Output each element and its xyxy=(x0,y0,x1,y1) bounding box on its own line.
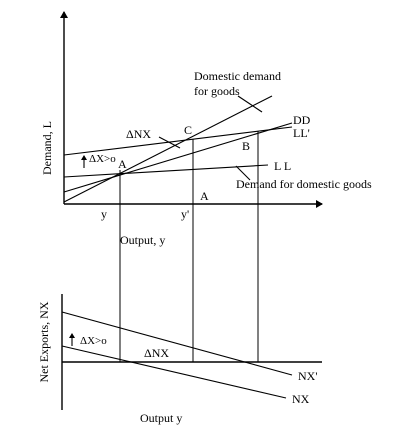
curve-label-nx: NX xyxy=(292,392,310,406)
point-label-b: B xyxy=(242,139,250,153)
top-x-axis-label: Output, y xyxy=(120,233,165,247)
top-panel: Demand, L Output, y y y' A C B A DD LL' … xyxy=(40,11,372,247)
ll-prime-curve xyxy=(63,126,293,156)
curve-label-dd: DD xyxy=(293,113,311,127)
annotation-demand-domestic-goods: Demand for domestic goods xyxy=(236,177,372,191)
nx-prime-curve xyxy=(61,311,293,376)
nx-curve xyxy=(61,345,287,399)
dd-curve xyxy=(63,122,293,193)
curve-label-ll: L L xyxy=(274,159,291,173)
ll-curve xyxy=(63,164,269,178)
annotation-delta-x-top: ΔX>o xyxy=(89,153,116,165)
annotation-domestic-demand-2: for goods xyxy=(194,84,240,98)
point-label-a-lower: A xyxy=(200,189,209,203)
bottom-y-axis-label: Net Exports, NX xyxy=(37,301,51,382)
point-label-a-upper: A xyxy=(118,157,127,171)
tick-label-y-prime: y' xyxy=(181,207,189,221)
demand-domestic-goods-pointer xyxy=(235,165,251,181)
tick-label-y: y xyxy=(101,207,107,221)
annotation-domestic-demand-1: Domestic demand xyxy=(194,69,281,83)
curve-label-ll-prime: LL' xyxy=(293,126,310,140)
annotation-delta-nx-bottom: ΔNX xyxy=(144,346,169,360)
curve-label-nx-prime: NX' xyxy=(298,369,318,383)
top-y-axis-label: Demand, L xyxy=(40,121,54,175)
bottom-x-axis-label: Output y xyxy=(140,411,182,425)
point-label-c: C xyxy=(184,123,192,137)
domestic-demand-pointer xyxy=(237,95,263,113)
annotation-delta-x-bottom: ΔX>o xyxy=(80,335,107,347)
bottom-panel: Net Exports, NX Output y NX' NX ΔX>o ΔNX xyxy=(37,294,322,425)
delta-nx-pointer xyxy=(158,136,181,149)
annotation-delta-nx-top: ΔNX xyxy=(126,127,151,141)
domestic-demand-line xyxy=(63,95,273,203)
